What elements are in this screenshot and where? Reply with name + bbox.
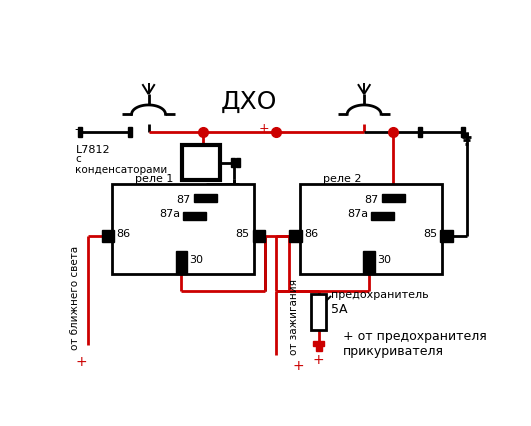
Text: 87a: 87a bbox=[347, 209, 368, 219]
Bar bbox=[461, 127, 465, 137]
Text: предохранитель: предохранитель bbox=[331, 290, 429, 300]
Bar bbox=[113, 184, 254, 274]
Bar bbox=[78, 127, 82, 137]
Text: реле 2: реле 2 bbox=[323, 173, 362, 184]
Text: 85: 85 bbox=[235, 229, 250, 239]
Text: L7812: L7812 bbox=[75, 145, 110, 155]
Bar bbox=[128, 127, 132, 137]
Bar bbox=[311, 294, 327, 330]
Text: с
конденсаторами: с конденсаторами bbox=[75, 153, 168, 175]
Bar bbox=[315, 346, 322, 351]
Text: 30: 30 bbox=[377, 255, 391, 265]
Text: +: + bbox=[259, 121, 269, 135]
Text: +: + bbox=[76, 355, 88, 369]
Bar bbox=[183, 212, 207, 220]
Text: -: - bbox=[75, 123, 79, 136]
Text: 87a: 87a bbox=[159, 209, 180, 219]
Text: 5А: 5А bbox=[331, 303, 348, 317]
Bar bbox=[418, 127, 422, 137]
Text: от зажигания: от зажигания bbox=[289, 279, 299, 355]
Text: реле 1: реле 1 bbox=[135, 173, 174, 184]
Bar bbox=[182, 145, 220, 181]
Bar bbox=[289, 230, 302, 242]
Text: 86: 86 bbox=[304, 229, 318, 239]
Text: 86: 86 bbox=[116, 229, 130, 239]
Bar bbox=[101, 230, 114, 242]
Text: ДХО: ДХО bbox=[220, 89, 277, 114]
Bar bbox=[382, 194, 405, 202]
Bar bbox=[194, 194, 217, 202]
Text: 87: 87 bbox=[365, 195, 379, 205]
Text: +: + bbox=[293, 359, 304, 373]
Bar bbox=[440, 230, 453, 242]
Bar bbox=[231, 158, 235, 167]
Bar bbox=[236, 158, 240, 167]
Bar bbox=[313, 341, 324, 346]
Bar bbox=[363, 251, 375, 274]
Bar bbox=[300, 184, 442, 274]
Text: 30: 30 bbox=[190, 255, 203, 265]
Text: от ближнего света: от ближнего света bbox=[70, 246, 80, 350]
Bar bbox=[371, 212, 394, 220]
Text: + от предохранителя
прикуривателя: + от предохранителя прикуривателя bbox=[344, 330, 487, 358]
Text: +: + bbox=[313, 353, 324, 367]
Text: 87: 87 bbox=[177, 195, 191, 205]
Bar bbox=[253, 230, 265, 242]
Bar bbox=[176, 251, 187, 274]
Text: 85: 85 bbox=[423, 229, 438, 239]
